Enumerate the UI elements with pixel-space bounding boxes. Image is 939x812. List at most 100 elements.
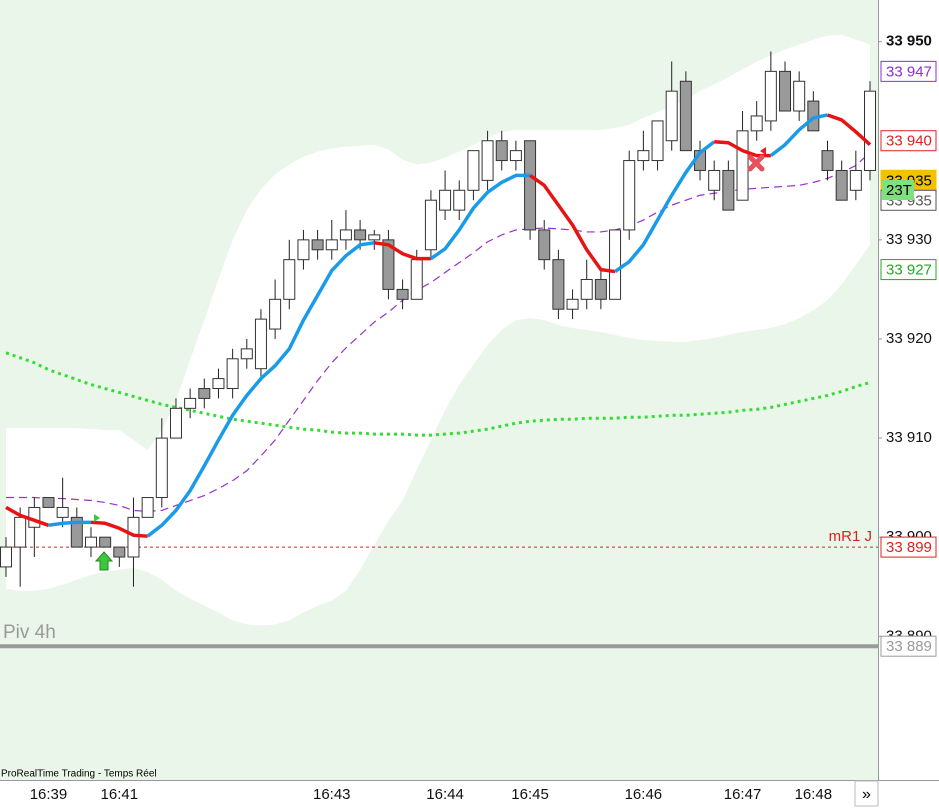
candle-body (155, 437, 168, 499)
price-tag (880, 259, 937, 281)
moving-average (429, 173, 531, 261)
candle-body (495, 140, 508, 162)
buy-triangle (94, 514, 100, 522)
level-label: Piv 4h (3, 622, 56, 643)
candle-body (269, 298, 282, 330)
price-tag (880, 536, 937, 558)
tick-counter-box (882, 180, 914, 200)
price-tag-label: 33 940 (886, 133, 932, 150)
bollinger-band (6, 34, 870, 626)
signal-icons (94, 147, 766, 571)
price-tag-label: 33 889 (886, 638, 932, 655)
candle-body (609, 229, 622, 300)
price-tag-label: 33 899 (886, 539, 932, 556)
candle-body (439, 189, 452, 211)
candle-body (382, 239, 395, 290)
x-tick-label: 16:44 (426, 786, 464, 803)
candle-body (453, 189, 466, 211)
candle-body (835, 169, 848, 201)
candle-body (651, 120, 664, 162)
candle-body (354, 229, 367, 241)
x-tick-label: 16:41 (101, 786, 139, 803)
candle-body (580, 278, 593, 300)
candle-body (467, 150, 480, 191)
moving-average (146, 241, 375, 538)
candle-body (184, 397, 197, 409)
candle-body (325, 239, 338, 251)
level-label: mR1 J (829, 528, 872, 545)
price-tag-label: 33 927 (886, 262, 932, 279)
candle-body (821, 150, 834, 171)
candle-body (849, 169, 862, 191)
y-tick-label: 33 930 (886, 231, 932, 248)
candle-body (254, 318, 267, 370)
candle-body (339, 229, 352, 241)
price-tag (880, 635, 937, 657)
candle-body (750, 115, 763, 132)
candle-body (864, 90, 876, 171)
x-tick-label: 16:47 (724, 786, 762, 803)
candle-body (424, 199, 437, 251)
sell-triangle (760, 147, 766, 155)
candle-body (169, 407, 182, 439)
indicator-line (5, 351, 871, 437)
candle-body (410, 259, 423, 300)
candle-body (722, 169, 735, 211)
y-tick-label: 33 910 (886, 429, 932, 446)
more-button-label[interactable]: » (862, 786, 871, 803)
candle-body (84, 536, 97, 548)
buy-arrow (94, 551, 114, 571)
candle-body (524, 140, 537, 231)
candle-body (297, 239, 310, 261)
moving-average (769, 113, 828, 157)
candles-layer (0, 51, 876, 587)
x-tick-label: 16:46 (625, 786, 663, 803)
candle-body (637, 150, 650, 162)
candle-body (764, 70, 777, 122)
moving-average (48, 520, 91, 528)
tick-counter: 23T (886, 182, 912, 199)
moving-average (529, 173, 616, 274)
candle-body (141, 497, 154, 518)
moving-average (614, 140, 716, 273)
candle-body (538, 229, 551, 261)
candle-body (226, 358, 239, 390)
x-tick-label: 16:43 (313, 786, 351, 803)
candle-body (779, 70, 792, 112)
candle-body (708, 169, 721, 191)
candle-body (566, 298, 579, 310)
band-layer (6, 34, 870, 626)
candle-body (283, 259, 296, 300)
candle-body (99, 536, 112, 548)
sell-cross (747, 154, 765, 172)
price-tag (880, 130, 937, 152)
candle-body (736, 130, 749, 201)
moving-average (90, 520, 148, 538)
y-tick-label: 33 920 (886, 330, 932, 347)
cross-stroke (747, 154, 765, 172)
candle-body (0, 546, 12, 568)
candle-body (311, 239, 324, 251)
ma-layer (5, 113, 872, 538)
candle-body (793, 80, 806, 112)
candle-body (665, 90, 678, 142)
moving-average (374, 241, 431, 261)
candle-body (14, 516, 27, 548)
candle-body (623, 160, 636, 231)
moving-average (5, 505, 50, 527)
candle-body (368, 234, 381, 241)
candle-body (552, 259, 565, 310)
x-tick-label: 16:45 (511, 786, 549, 803)
more-button[interactable] (854, 780, 879, 807)
candle-body (212, 378, 225, 390)
price-tag (880, 60, 937, 82)
candle-body (481, 140, 494, 181)
candle-body (679, 80, 692, 152)
candle-body (113, 546, 126, 558)
price-tag-label: 33 947 (886, 63, 932, 80)
candle-body (509, 150, 522, 162)
candle-body (42, 497, 55, 508)
